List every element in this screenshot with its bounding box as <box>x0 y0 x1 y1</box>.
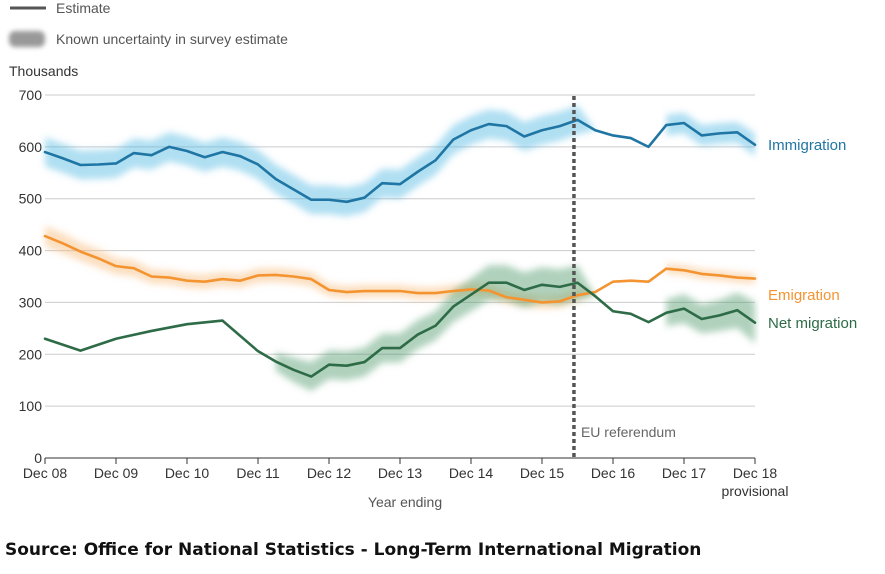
legend-estimate-label: Estimate <box>56 0 111 16</box>
y-tick-label: 0 <box>34 450 42 466</box>
x-tick-label: Dec 10 <box>165 465 210 481</box>
gridlines <box>45 94 755 459</box>
x-tick-label: Dec 13 <box>378 465 423 481</box>
eu-referendum-label: EU referendum <box>581 424 676 440</box>
x-tick-label: Dec 17 <box>662 465 707 481</box>
y-tick-label: 600 <box>19 139 43 155</box>
x-axis: Dec 08 Dec 09 Dec 10 Dec 11 Dec 12 Dec 13 Dec … <box>23 458 789 499</box>
x-axis-title: Year ending <box>368 494 442 510</box>
series-lines <box>43 118 757 378</box>
y-tick-label: 700 <box>19 87 43 103</box>
legend: Estimate Known uncertainty in survey est… <box>9 0 288 47</box>
y-axis-unit-label: Thousands <box>9 63 78 79</box>
series-labels: Immigration Emigration Net migration <box>768 137 857 332</box>
series-label-net-migration: Net migration <box>768 315 857 332</box>
y-tick-label: 300 <box>19 294 43 310</box>
x-tick-sublabel: provisional <box>722 483 789 499</box>
x-tick-label: Dec 14 <box>449 465 494 481</box>
eu-referendum-marker: EU referendum <box>572 96 676 458</box>
series-label-emigration: Emigration <box>768 287 840 304</box>
x-tick-label: Dec 15 <box>520 465 565 481</box>
y-tick-label: 400 <box>19 243 43 259</box>
x-tick-label: Dec 12 <box>307 465 352 481</box>
y-tick-label: 100 <box>19 398 43 414</box>
y-axis-ticks: 0 100 200 300 400 500 600 700 <box>19 87 43 466</box>
x-tick-label: Dec 18 <box>733 465 778 481</box>
x-tick-label: Dec 16 <box>591 465 636 481</box>
source-note: Source: Office for National Statistics -… <box>5 540 702 560</box>
legend-uncertainty-label: Known uncertainty in survey estimate <box>56 31 288 47</box>
y-tick-label: 200 <box>19 346 43 362</box>
legend-uncertainty-swatch <box>9 31 45 47</box>
series-line-immigration <box>43 118 757 204</box>
series-line-net-migration <box>43 281 757 378</box>
uncertainty-band-immigration <box>45 105 596 217</box>
series-label-immigration: Immigration <box>768 137 846 154</box>
x-tick-label: Dec 08 <box>23 465 68 481</box>
uncertainty-band-net-migration <box>275 265 596 392</box>
y-tick-label: 500 <box>19 191 43 207</box>
x-tick-label: Dec 11 <box>236 465 280 481</box>
series-line-emigration <box>43 234 757 304</box>
x-tick-label: Dec 09 <box>94 465 139 481</box>
